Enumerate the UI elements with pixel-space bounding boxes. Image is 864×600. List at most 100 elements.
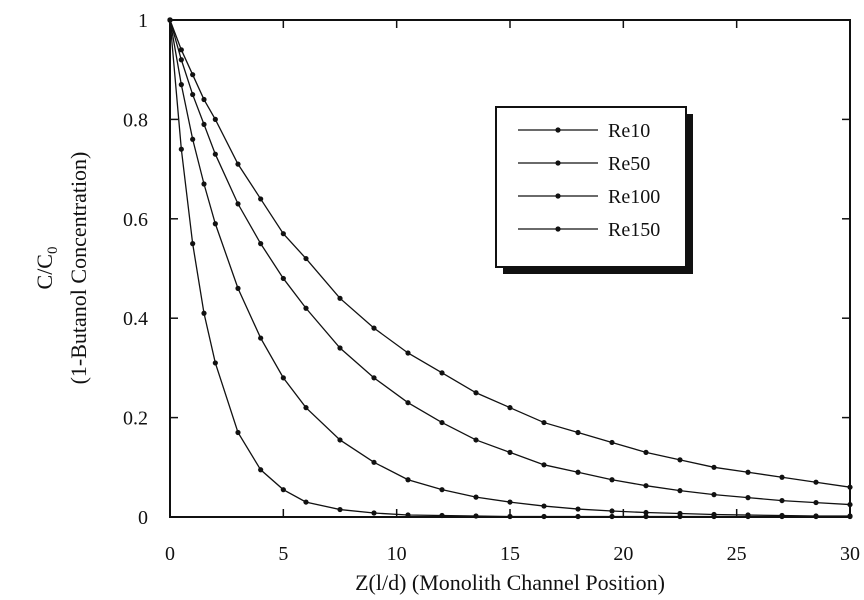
data-point-re50 bbox=[711, 511, 717, 518]
data-point-re10 bbox=[439, 512, 445, 519]
data-point-re150 bbox=[575, 429, 581, 436]
data-point-re150 bbox=[337, 295, 343, 301]
legend-label-re100: Re100 bbox=[608, 186, 660, 208]
data-point-re150 bbox=[371, 325, 377, 331]
legend-label-re50: Re50 bbox=[608, 153, 650, 175]
y-tick-label: 0 bbox=[138, 507, 148, 529]
data-point-re10 bbox=[235, 429, 241, 436]
y-tick-label: 0.2 bbox=[123, 408, 148, 430]
data-point-re100 bbox=[337, 345, 343, 351]
legend-box bbox=[495, 106, 687, 268]
data-point-re100 bbox=[711, 492, 717, 498]
data-point-re150 bbox=[235, 161, 241, 167]
data-point-re10 bbox=[178, 146, 184, 152]
series-layer bbox=[167, 17, 853, 520]
data-point-re150 bbox=[643, 449, 649, 455]
data-point-re150 bbox=[745, 469, 751, 475]
legend-entry-re150: Re150 bbox=[518, 219, 660, 241]
data-point-re150 bbox=[201, 96, 207, 103]
y-axis-label-group: C/C0 (1-Butanol Concentration) bbox=[32, 152, 91, 385]
data-point-re50 bbox=[371, 459, 377, 465]
legend-entry-re10: Re10 bbox=[518, 120, 650, 142]
legend-label-re10: Re10 bbox=[608, 120, 650, 142]
data-point-re150 bbox=[405, 350, 411, 356]
data-point-re150 bbox=[258, 196, 264, 202]
data-point-re100 bbox=[745, 495, 751, 501]
y-tick-label: 1 bbox=[138, 10, 148, 32]
data-point-re50 bbox=[779, 512, 785, 519]
data-point-re100 bbox=[779, 497, 785, 504]
data-point-re50 bbox=[201, 181, 207, 187]
data-point-re100 bbox=[371, 375, 377, 381]
legend-entry-re50: Re50 bbox=[518, 153, 650, 175]
y-axis-label-subscript: 0 bbox=[45, 247, 61, 255]
x-tick-label: 30 bbox=[840, 543, 860, 565]
data-point-re50 bbox=[507, 499, 513, 505]
data-point-re10 bbox=[405, 512, 411, 518]
data-point-re150 bbox=[212, 116, 218, 122]
data-point-re100 bbox=[507, 449, 513, 455]
data-point-re150 bbox=[541, 419, 547, 426]
data-point-re100 bbox=[405, 400, 411, 406]
data-point-re10 bbox=[507, 513, 513, 520]
x-tick-label: 0 bbox=[165, 543, 175, 565]
data-point-re50 bbox=[280, 375, 286, 381]
data-point-re150 bbox=[813, 479, 819, 485]
legend: Re10 Re50 Re100 Re150 bbox=[495, 106, 693, 274]
legend-marker-re100 bbox=[555, 193, 561, 199]
data-point-re100 bbox=[212, 151, 218, 157]
data-point-re10 bbox=[575, 513, 581, 520]
data-point-re100 bbox=[235, 201, 241, 207]
legend-marker-re10 bbox=[555, 127, 561, 133]
data-point-re150 bbox=[303, 255, 309, 262]
data-point-re50 bbox=[212, 221, 218, 227]
legend-marker-re50 bbox=[555, 160, 561, 166]
data-point-re150 bbox=[280, 231, 286, 237]
data-point-re50 bbox=[473, 494, 479, 500]
y-tick-label: 0.8 bbox=[123, 109, 148, 131]
data-point-re10 bbox=[337, 506, 343, 513]
data-point-re100 bbox=[643, 483, 649, 489]
data-point-re10 bbox=[258, 467, 264, 473]
data-point-re50 bbox=[677, 510, 683, 517]
y-axis-label-line2: (1-Butanol Concentration) bbox=[66, 152, 91, 385]
data-point-re100 bbox=[575, 469, 581, 475]
data-point-re50 bbox=[643, 509, 649, 516]
data-point-re50 bbox=[575, 506, 581, 512]
legend-marker-re150 bbox=[555, 226, 561, 232]
ticks-layer: 0 5 10 15 20 25 30 0 0.2 0.4 0.6 0.8 1 bbox=[123, 10, 860, 565]
data-point-re10 bbox=[473, 513, 479, 519]
y-tick-label: 0.4 bbox=[123, 308, 148, 330]
y-tick-label: 0.6 bbox=[123, 209, 148, 231]
data-point-re150 bbox=[473, 390, 479, 396]
data-point-re10 bbox=[541, 513, 547, 520]
data-point-re100 bbox=[473, 437, 479, 443]
data-point-re10 bbox=[643, 513, 649, 520]
data-point-re100 bbox=[609, 477, 615, 483]
data-point-re150 bbox=[167, 17, 173, 23]
data-point-re100 bbox=[439, 419, 445, 426]
data-point-re150 bbox=[439, 370, 445, 376]
data-point-re150 bbox=[847, 484, 853, 490]
data-point-re50 bbox=[235, 285, 241, 291]
data-point-re100 bbox=[201, 121, 207, 127]
x-tick-label: 15 bbox=[500, 543, 520, 565]
data-point-re100 bbox=[190, 91, 196, 98]
legend-entry-re100: Re100 bbox=[518, 186, 660, 208]
data-point-re50 bbox=[303, 405, 309, 411]
data-point-re50 bbox=[813, 513, 819, 519]
data-point-re150 bbox=[190, 72, 196, 78]
x-tick-label: 25 bbox=[727, 543, 747, 565]
data-point-re100 bbox=[280, 275, 286, 282]
y-axis-label: C/C0 bbox=[32, 247, 61, 290]
data-point-re100 bbox=[258, 241, 264, 247]
legend-label-re150: Re150 bbox=[608, 219, 660, 241]
data-point-re50 bbox=[258, 335, 264, 341]
data-point-re50 bbox=[541, 503, 547, 509]
data-point-re150 bbox=[711, 464, 717, 470]
y-axis-label-main: C/C bbox=[32, 254, 57, 289]
data-point-re50 bbox=[609, 508, 615, 514]
data-point-re10 bbox=[371, 510, 377, 516]
data-point-re150 bbox=[609, 439, 615, 446]
